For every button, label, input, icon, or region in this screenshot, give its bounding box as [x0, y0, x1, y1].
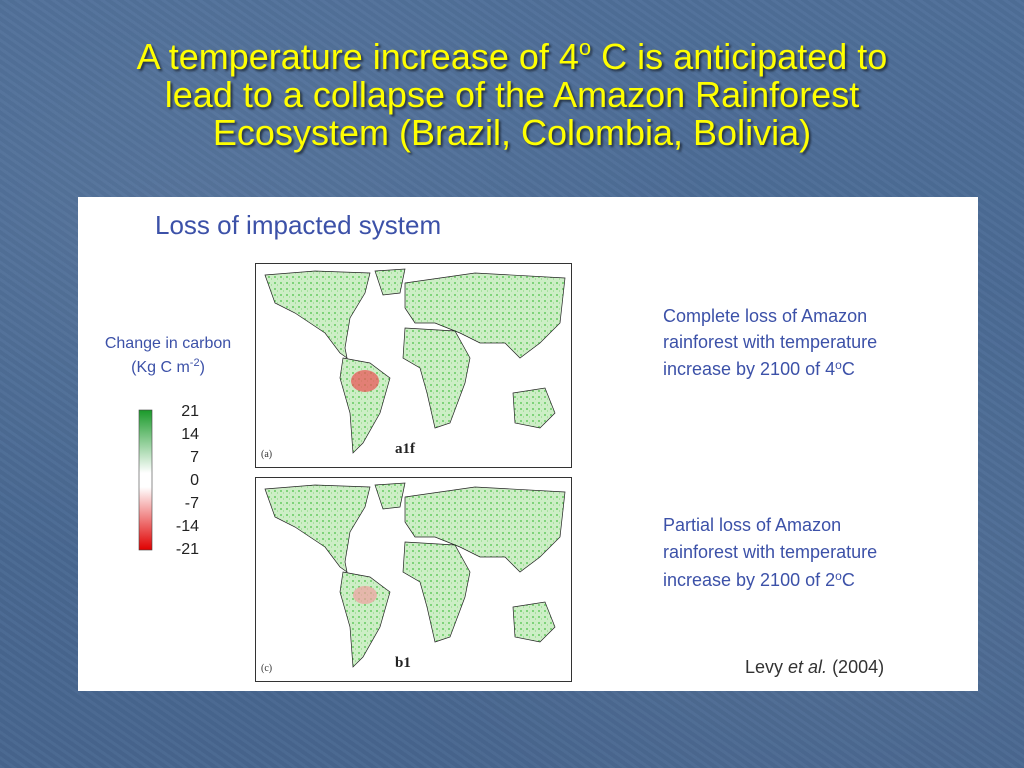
description-line: increase by 2100 of 4oC	[663, 358, 855, 379]
citation: Levy et al. (2004)	[745, 657, 884, 677]
legend-title-text: (Kg C m	[131, 359, 190, 376]
title-text: A temperature increase of 4	[136, 36, 579, 77]
citation-italic: et al.	[788, 657, 827, 677]
color-bar-label: -14	[176, 518, 199, 535]
title-line: Ecosystem (Brazil, Colombia, Bolivia)	[212, 112, 812, 153]
color-bar	[138, 409, 153, 551]
citation-text: Levy	[745, 657, 788, 677]
description-text: increase by 2100 of 2	[663, 570, 835, 590]
map-panel-label: (c)	[261, 663, 272, 674]
map-scenario-label: a1f	[395, 441, 416, 457]
figure: Loss of impacted system Change in carbon…	[78, 197, 978, 691]
legend-title-text: )	[200, 359, 205, 376]
color-bar-label: -7	[185, 495, 199, 512]
color-bar-label: 21	[181, 403, 199, 420]
legend-title-superscript: -2	[190, 357, 200, 369]
title-text: C is anticipated to	[591, 36, 888, 77]
description-superscript: o	[835, 358, 842, 372]
map-scenario-label: b1	[395, 655, 411, 671]
description-text: increase by 2100 of 4	[663, 359, 835, 379]
title-line: A temperature increase of 4o C is antici…	[0, 35, 1024, 77]
map: (a) a1f	[255, 263, 572, 468]
description-line: Complete loss of Amazon	[663, 306, 867, 326]
description-line: increase by 2100 of 2oC	[663, 569, 855, 590]
title-line: lead to a collapse of the Amazon Rainfor…	[164, 74, 860, 115]
color-bar-label: -21	[176, 541, 199, 558]
citation-text: (2004)	[827, 657, 884, 677]
title-superscript: o	[578, 35, 592, 60]
map: (c) b1	[255, 477, 572, 682]
color-bar-label: 7	[190, 449, 199, 466]
description-superscript: o	[835, 569, 842, 583]
color-bar-label: 0	[190, 472, 199, 489]
description-text: C	[842, 570, 855, 590]
color-bar-label: 14	[181, 426, 199, 443]
description-text: C	[842, 359, 855, 379]
map-panel-label: (a)	[261, 449, 272, 460]
legend-title: (Kg C m-2)	[131, 357, 205, 376]
legend-title: Change in carbon	[105, 335, 231, 352]
figure-heading: Loss of impacted system	[155, 210, 441, 240]
description-line: rainforest with temperature	[663, 542, 877, 562]
slide-title: A temperature increase of 4o C is antici…	[0, 35, 1024, 153]
description-line: rainforest with temperature	[663, 332, 877, 352]
description-line: Partial loss of Amazon	[663, 515, 841, 535]
